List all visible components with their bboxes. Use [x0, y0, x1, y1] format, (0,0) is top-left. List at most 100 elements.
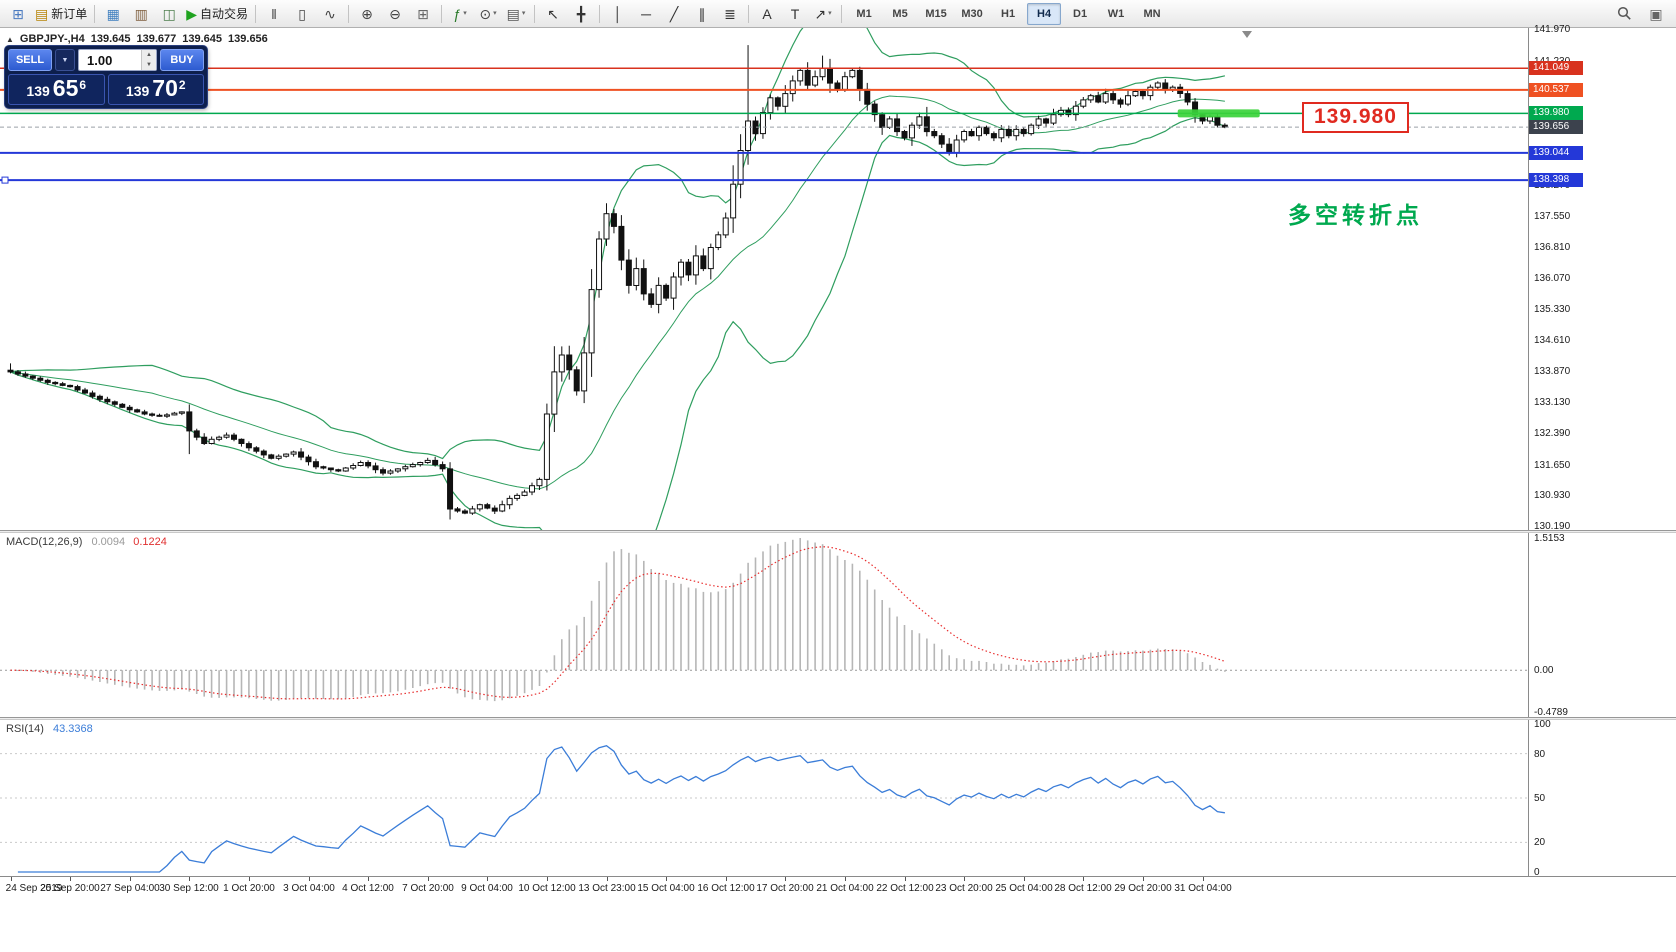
panel-separator[interactable]	[0, 717, 1676, 720]
candles-series	[7, 45, 1228, 520]
time-label: 17 Oct 20:00	[756, 883, 814, 894]
bid-point: 6	[79, 78, 87, 92]
timeframe-h1-button[interactable]: H1	[1001, 7, 1016, 20]
rsi-name: RSI(14)	[6, 723, 44, 735]
rsi-value: 43.3368	[52, 723, 93, 735]
templates-icon[interactable]: ▤ ▾	[502, 2, 530, 26]
vertical-line-icon[interactable]: │	[604, 2, 632, 26]
macd-axis-label: -0.4789	[1534, 707, 1568, 718]
panel-separator[interactable]	[0, 530, 1676, 533]
time-label: 9 Oct 04:00	[461, 883, 513, 894]
new-order-label: 新订单	[51, 6, 88, 21]
timeframe-d1-button[interactable]: D1	[1073, 7, 1088, 20]
price-tick: 136.070	[1534, 273, 1571, 284]
channel-icon: ∥	[698, 5, 706, 22]
bid-pips: 65	[52, 75, 79, 101]
hline-handle[interactable]	[1, 176, 9, 184]
time-tick	[905, 877, 906, 881]
navigator-icon: ◫	[162, 5, 176, 22]
zoom-in-icon[interactable]: ⊕	[353, 2, 381, 26]
collapse-panel-icon[interactable]: ▲	[6, 34, 14, 44]
search-icon[interactable]	[1610, 2, 1638, 26]
market-watch-icon[interactable]: ▦	[99, 2, 127, 26]
fibonacci-icon[interactable]: ≣	[716, 2, 744, 26]
new-order-button[interactable]: ▤ 新订单	[32, 2, 90, 26]
chart-shift-marker-icon[interactable]	[1242, 31, 1252, 38]
bar-chart-icon[interactable]: ‖	[260, 2, 288, 26]
text-icon[interactable]: A	[753, 2, 781, 26]
line-chart-icon[interactable]: ∿	[316, 2, 344, 26]
timeframe-m15-button[interactable]: M15	[925, 7, 947, 20]
periods-icon[interactable]: ⊙ ▾	[474, 2, 502, 26]
ohlc-open: 139.645	[90, 33, 131, 45]
timeframe-h4-button[interactable]: H4	[1027, 2, 1062, 25]
lot-decrease-button[interactable]: ▼	[142, 60, 156, 70]
ohlc-high: 139.677	[136, 33, 177, 45]
timeframe-m30-button[interactable]: M30	[961, 7, 983, 20]
time-tick	[785, 877, 786, 881]
time-tick	[964, 877, 965, 881]
price-callout-label[interactable]: 139.980	[1302, 102, 1409, 133]
time-label: 25 Oct 04:00	[995, 883, 1053, 894]
macd-axis-label: 1.5153	[1534, 533, 1565, 544]
time-tick	[726, 877, 727, 881]
order-type-dropdown[interactable]: ▼	[55, 49, 75, 71]
time-tick	[428, 877, 429, 881]
trendline-icon[interactable]: ╱	[660, 2, 688, 26]
time-label: 31 Oct 04:00	[1174, 883, 1232, 894]
candlestick-chart-icon[interactable]: ▯	[288, 2, 316, 26]
macd-panel[interactable]: MACD(12,26,9) 0.0094 0.1224	[0, 533, 1528, 717]
ask-price-display[interactable]: 139 70 2	[107, 74, 204, 105]
price-tick: 130.190	[1534, 521, 1571, 532]
ask-point: 2	[178, 78, 186, 92]
cursor-icon[interactable]: ↖	[539, 2, 567, 26]
arrow-objects-icon[interactable]: ↗ ▾	[809, 2, 837, 26]
rsi-canvas	[0, 744, 1528, 873]
price-tick: 130.930	[1534, 490, 1571, 501]
lot-stepper[interactable]: ▲ ▼	[141, 50, 156, 70]
tile-windows-icon[interactable]: ⊞	[409, 2, 437, 26]
navigator-icon[interactable]: ◫	[155, 2, 183, 26]
main-chart-panel[interactable]: ▲ GBPJPY-,H4 139.645 139.677 139.645 139…	[0, 28, 1528, 530]
text-label-icon[interactable]: T	[781, 2, 809, 26]
time-label: 29 Oct 20:00	[1114, 883, 1172, 894]
price-axis[interactable]: 141.970141.230140.490139.750139.010138.2…	[1528, 24, 1676, 878]
price-tick: 137.550	[1534, 211, 1571, 222]
rsi-axis-label: 20	[1534, 837, 1546, 848]
time-label: 3 Oct 04:00	[283, 883, 335, 894]
buy-button[interactable]: BUY	[160, 49, 204, 71]
new-chart-icon[interactable]: ⊞	[4, 2, 32, 26]
highlight-zone[interactable]	[1177, 109, 1260, 118]
lot-size-input[interactable]: 1.00 ▲ ▼	[78, 49, 157, 71]
price-badge: 138.398	[1529, 173, 1583, 187]
timeframe-w1-button[interactable]: W1	[1107, 7, 1125, 20]
toolbar-right: ▣	[1610, 2, 1672, 26]
time-label: 7 Oct 20:00	[402, 883, 454, 894]
zoom-out-icon: ⊖	[389, 5, 401, 22]
indicators-icon[interactable]: ƒ ▾	[446, 2, 474, 26]
macd-histogram	[9, 538, 1226, 702]
crosshair-icon[interactable]: ╋	[567, 2, 595, 26]
rsi-panel[interactable]: RSI(14) 43.3368	[0, 720, 1528, 876]
time-tick	[1024, 877, 1025, 881]
data-window-icon[interactable]: ▥	[127, 2, 155, 26]
channel-icon[interactable]: ∥	[688, 2, 716, 26]
timeframe-m1-button[interactable]: M1	[856, 7, 872, 20]
time-label: 28 Oct 12:00	[1054, 883, 1112, 894]
lot-increase-button[interactable]: ▲	[142, 50, 156, 60]
timeframe-m5-button[interactable]: M5	[892, 7, 908, 20]
bid-price-display[interactable]: 139 65 6	[8, 74, 105, 105]
timeframe-mn-button[interactable]: MN	[1143, 7, 1161, 20]
turning-point-note[interactable]: 多空转折点	[1288, 202, 1423, 228]
panels-toggle-icon[interactable]: ▣	[1649, 5, 1663, 22]
zoom-out-icon[interactable]: ⊖	[381, 2, 409, 26]
current-price-badge: 139.656	[1529, 120, 1583, 134]
price-chart-canvas[interactable]	[0, 28, 1528, 530]
horizontal-line-icon[interactable]: ─	[632, 2, 660, 26]
toolbar-separator	[599, 4, 601, 23]
sell-button[interactable]: SELL	[8, 49, 52, 71]
time-label: 15 Oct 04:00	[637, 883, 695, 894]
time-axis[interactable]: 24 Sep 2019 25 Sep 20:00 27 Sep 04:00 30 Se…	[0, 876, 1676, 898]
time-tick	[249, 877, 250, 881]
autotrade-button[interactable]: ▶ 自动交易	[183, 2, 251, 26]
